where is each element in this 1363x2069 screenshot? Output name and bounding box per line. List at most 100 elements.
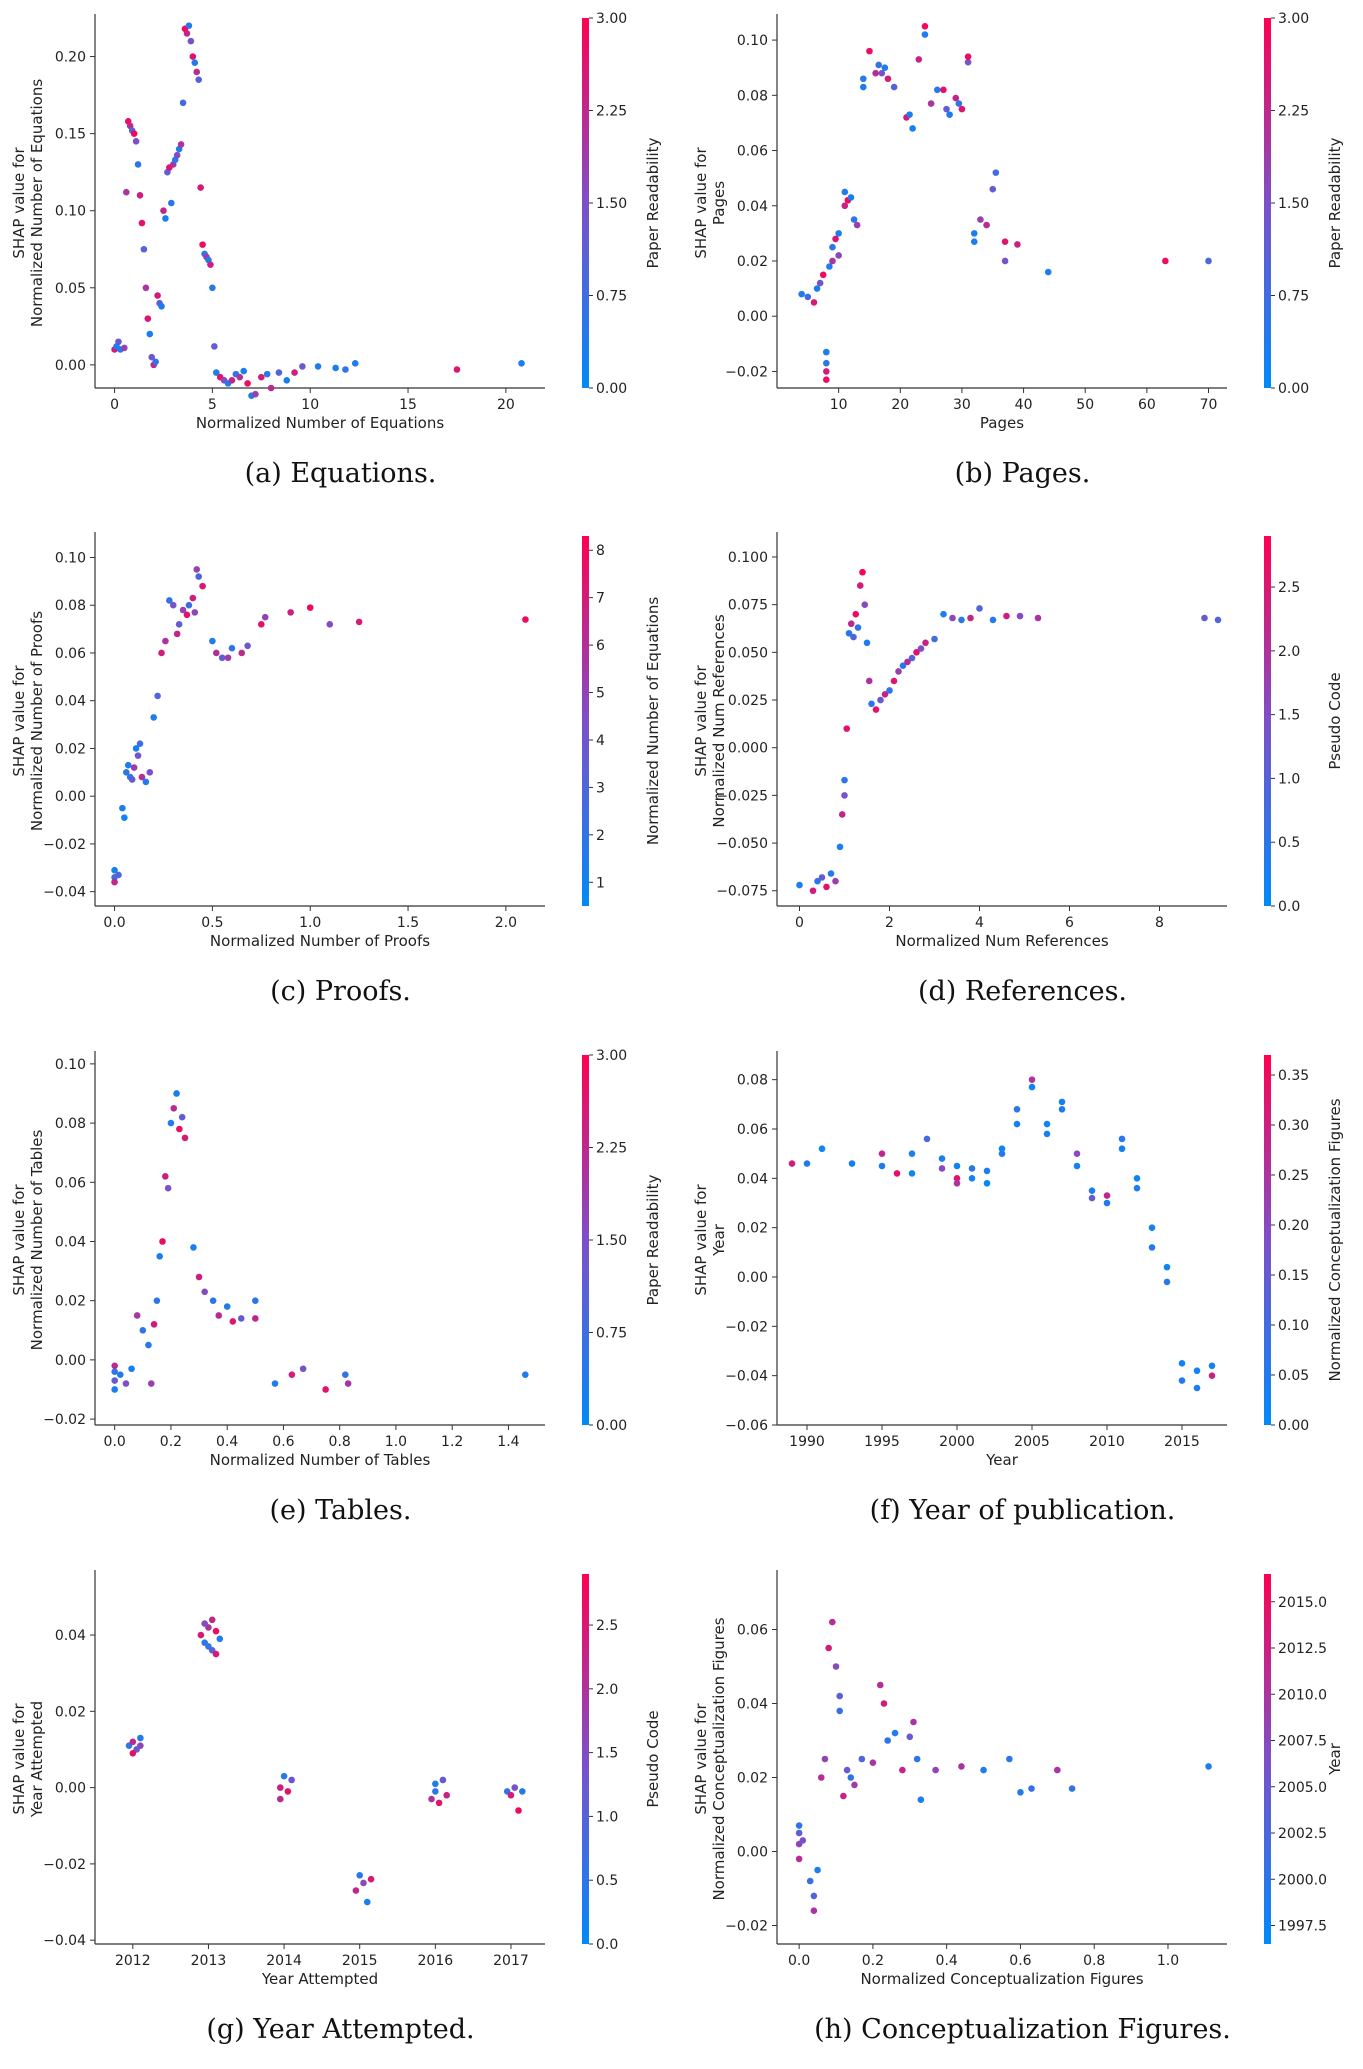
data-point xyxy=(970,230,978,237)
data-point xyxy=(236,373,244,381)
x-tick-label: 2013 xyxy=(191,1953,227,1969)
data-point xyxy=(187,37,195,45)
data-point xyxy=(1044,268,1052,276)
y-tick-label: −0.02 xyxy=(725,1319,768,1335)
data-point xyxy=(178,1113,186,1121)
data-point xyxy=(267,384,275,392)
x-tick-label: 2014 xyxy=(266,1953,302,1969)
data-point xyxy=(244,380,251,387)
data-point xyxy=(1001,257,1009,265)
x-tick-label: 6 xyxy=(1065,915,1074,931)
data-point xyxy=(275,369,283,376)
data-point xyxy=(201,1288,208,1296)
y-axis-label: Normalized Num References xyxy=(710,614,728,827)
data-point xyxy=(1003,612,1010,620)
colorbar-tick-label: 0.15 xyxy=(1278,1268,1309,1284)
y-tick-label: 0.06 xyxy=(55,1175,86,1191)
data-point xyxy=(821,1755,829,1763)
x-tick-label: 1.4 xyxy=(497,1434,519,1450)
data-point xyxy=(183,30,191,37)
data-point xyxy=(850,633,857,641)
data-point xyxy=(176,1125,183,1133)
data-point xyxy=(980,1766,987,1774)
y-tick-label: 0.02 xyxy=(55,1294,86,1310)
data-point xyxy=(829,243,836,251)
data-point xyxy=(795,1822,803,1829)
data-point xyxy=(806,1877,814,1885)
data-point xyxy=(276,1795,284,1803)
data-point xyxy=(130,130,138,137)
x-tick-label: 20 xyxy=(497,397,515,413)
data-point xyxy=(326,621,334,628)
data-point xyxy=(1028,1083,1036,1091)
data-point xyxy=(191,609,199,616)
data-point xyxy=(158,649,165,657)
colorbar-tick-label: 1.0 xyxy=(1278,771,1300,787)
colorbar-label: Paper Readability xyxy=(644,137,662,268)
data-point xyxy=(197,1631,205,1639)
y-tick-label: −0.050 xyxy=(716,836,768,852)
data-point xyxy=(880,1700,888,1707)
data-point xyxy=(799,1837,807,1844)
data-point xyxy=(843,1766,851,1774)
data-point xyxy=(933,86,941,94)
data-point xyxy=(185,601,193,609)
data-point xyxy=(138,773,146,781)
x-axis-label: Normalized Number of Tables xyxy=(210,1451,431,1469)
panel-proofs: 0.0 0.5 1.0 1.5 2.0 −0.04 −0.02 0.00 0.02 0.04 0.0… xyxy=(0,518,681,1031)
data-point xyxy=(922,639,929,647)
data-point xyxy=(958,1763,965,1770)
data-point xyxy=(193,566,201,573)
data-point xyxy=(129,1749,137,1757)
data-point xyxy=(835,230,842,237)
data-point xyxy=(895,668,902,675)
colorbar-label: Year xyxy=(1326,1742,1344,1776)
data-point xyxy=(351,360,359,367)
data-point xyxy=(915,56,923,63)
data-point xyxy=(515,1807,522,1814)
data-point xyxy=(164,1184,172,1192)
data-point xyxy=(863,639,871,647)
data-point xyxy=(949,614,956,622)
y-axis-label: SHAP value for xyxy=(10,1703,28,1815)
panel-references: 0 2 4 6 8 −0.075 −0.050 −0.025 0.000 0.025 0.050 0.… xyxy=(682,518,1363,1031)
y-axis-label: SHAP value for xyxy=(692,1184,710,1296)
colorbar-tick-label: 2010.0 xyxy=(1278,1687,1327,1703)
colorbar-tick-label: 2012.5 xyxy=(1278,1641,1327,1657)
data-point xyxy=(878,1162,886,1170)
data-point xyxy=(847,620,855,628)
y-tick-label: −0.04 xyxy=(43,885,86,901)
colorbar-tick-label: 2000.0 xyxy=(1278,1872,1327,1888)
caption-year-attempted: (g) Year Attempted. xyxy=(206,2014,475,2045)
data-point xyxy=(144,315,152,322)
data-point xyxy=(989,185,997,193)
data-point xyxy=(252,1315,259,1322)
x-tick-label: 0.6 xyxy=(272,1434,294,1450)
data-point xyxy=(121,344,128,352)
x-tick-label: 30 xyxy=(953,397,971,413)
x-tick-label: 4 xyxy=(975,915,984,931)
data-point xyxy=(1073,1162,1081,1170)
data-point xyxy=(213,649,220,657)
chart-year: 1990 1995 2000 2005 2010 2015 −0.06 −0.04 −0.02 0… xyxy=(692,1051,1344,1469)
data-point xyxy=(522,1371,529,1378)
data-point xyxy=(352,1887,360,1894)
data-point xyxy=(890,83,898,91)
colorbar-tick-label: 0.5 xyxy=(1278,835,1300,851)
data-point xyxy=(970,238,978,245)
data-point xyxy=(906,1733,914,1741)
data-point xyxy=(147,1380,155,1387)
data-point xyxy=(258,373,265,381)
data-point xyxy=(814,877,821,885)
data-point xyxy=(1014,241,1021,248)
colorbar-tick-label: 6 xyxy=(596,638,605,654)
x-tick-label: 0.5 xyxy=(201,915,223,931)
data-point xyxy=(1118,1145,1126,1153)
y-tick-label: −0.04 xyxy=(725,1369,768,1385)
data-point xyxy=(115,338,122,346)
colorbar-label: Pseudo Code xyxy=(644,1710,662,1807)
y-axis-label: SHAP value for xyxy=(692,665,710,777)
colorbar-tick-label: 3 xyxy=(596,780,605,796)
y-tick-label: 0.00 xyxy=(737,1845,768,1861)
y-tick-label: 0.04 xyxy=(55,694,86,710)
